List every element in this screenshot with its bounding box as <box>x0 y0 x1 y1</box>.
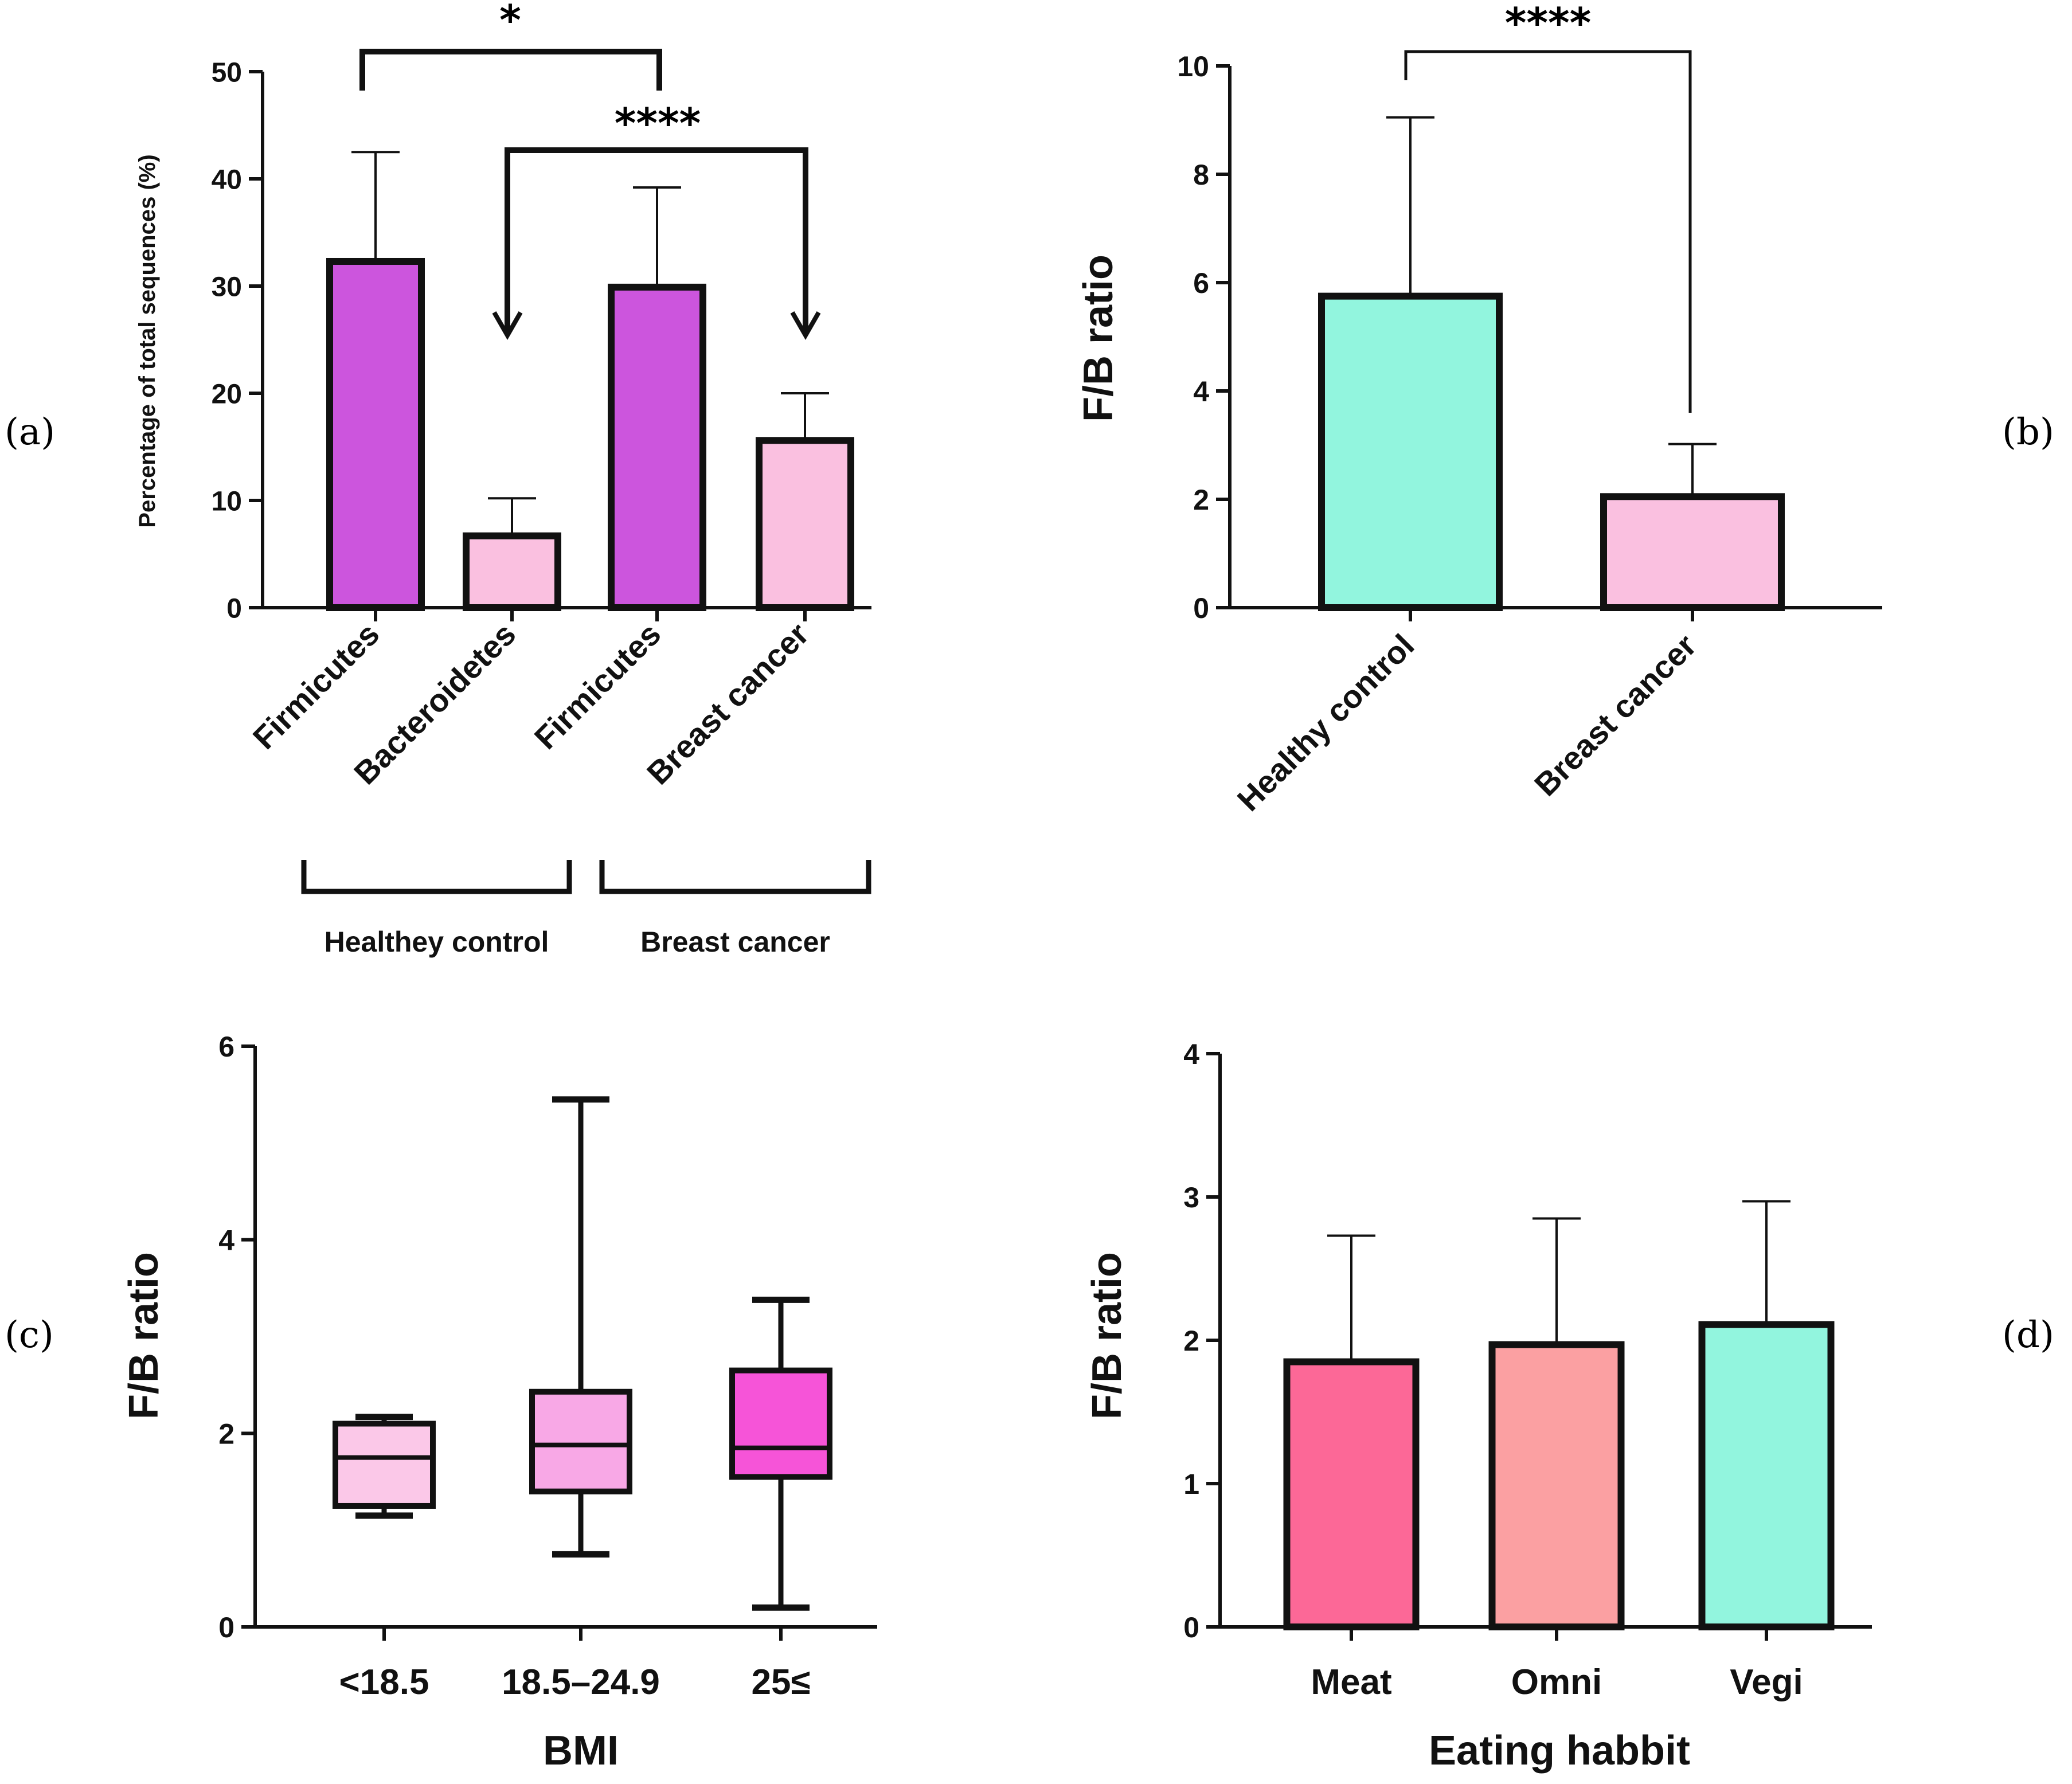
y-tick-label: 30 <box>212 272 242 302</box>
y-tick-label: 50 <box>212 57 242 88</box>
significance-label: **** <box>1505 0 1592 47</box>
chart-a: 0 10 20 30 40 50 Percentage of total sequences… <box>135 0 871 958</box>
chart-d: 0 1 2 3 4 F/B ratio Meat Omni Vegi Eating habbit <box>1084 1038 1872 1774</box>
significance-bracket <box>359 49 662 91</box>
bar-2 <box>608 283 706 611</box>
box-1 <box>529 1388 632 1495</box>
bar-0 <box>1283 1358 1420 1630</box>
y-tick-label: 4 <box>218 1224 234 1257</box>
y-tick-label: 2 <box>218 1418 234 1450</box>
chart-b: 0 2 4 6 8 10 F/B ratio Healthy control Breast ca… <box>1076 0 1882 818</box>
category-label: Vegi <box>1730 1662 1803 1702</box>
y-tick-label: 1 <box>1183 1468 1199 1500</box>
panel-label-b: (b) <box>2002 411 2054 453</box>
y-tick-label: 2 <box>1183 1325 1199 1357</box>
y-axis-title: F/B ratio <box>1084 1252 1130 1419</box>
y-tick-label: 3 <box>1183 1181 1199 1214</box>
y-axis-title: F/B ratio <box>1076 255 1121 422</box>
panel-label-c: (c) <box>5 1314 54 1356</box>
bar-2 <box>1698 1321 1835 1630</box>
category-label: 25≤ <box>752 1662 811 1702</box>
bar-1 <box>1600 493 1785 612</box>
bar-1 <box>463 532 561 612</box>
panel-label-d: (d) <box>2002 1314 2054 1356</box>
bracket-arrow <box>492 311 523 341</box>
y-tick-label: 4 <box>1193 375 1209 408</box>
bar-3 <box>756 437 854 612</box>
box-2 <box>729 1367 832 1480</box>
y-tick-label: 6 <box>218 1031 234 1063</box>
y-tick-label: 10 <box>1177 50 1209 83</box>
y-tick-label: 10 <box>212 486 242 517</box>
category-label: <18.5 <box>339 1662 429 1702</box>
bracket-arrow <box>790 311 821 341</box>
group-bracket <box>599 860 871 894</box>
y-tick-label: 4 <box>1183 1038 1199 1070</box>
x-axis-title: BMI <box>543 1728 619 1774</box>
chart-c: 0 2 4 6 F/B ratio <18.5 18.5–24.9 25≤ BMI <box>121 1031 877 1774</box>
bar-0 <box>1318 292 1503 611</box>
bar-1 <box>1488 1341 1625 1630</box>
bar-0 <box>326 257 425 611</box>
y-tick-label: 0 <box>226 593 242 624</box>
group-label: Breast cancer <box>640 926 830 958</box>
y-axis-title: F/B ratio <box>121 1252 167 1419</box>
significance-bracket <box>1404 50 1692 413</box>
y-tick-label: 8 <box>1193 159 1209 191</box>
category-label: Firmicutes <box>246 616 386 756</box>
y-tick-label: 2 <box>1193 484 1209 516</box>
y-tick-label: 40 <box>212 165 242 195</box>
panel-label-a: (a) <box>5 411 55 453</box>
y-tick-label: 0 <box>1193 592 1209 624</box>
y-tick-label: 6 <box>1193 267 1209 299</box>
y-tick-label: 0 <box>1183 1611 1199 1644</box>
significance-label: **** <box>615 99 701 147</box>
category-label: Omni <box>1511 1662 1602 1702</box>
category-label: Firmicutes <box>527 616 668 756</box>
x-axis-title: Eating habbit <box>1429 1728 1690 1774</box>
group-label: Healthey control <box>325 926 549 958</box>
y-axis-title: Percentage of total sequences (%) <box>135 154 160 527</box>
y-tick-label: 0 <box>218 1611 234 1644</box>
significance-bracket <box>505 147 808 332</box>
category-label: Healthy control <box>1230 627 1421 818</box>
category-label: 18.5–24.9 <box>502 1662 660 1702</box>
y-tick-label: 20 <box>212 379 242 409</box>
significance-label: * <box>499 0 521 44</box>
category-label: Breast cancer <box>1527 627 1703 803</box>
category-label: Meat <box>1311 1662 1391 1702</box>
box-0 <box>333 1421 436 1509</box>
group-bracket <box>301 860 572 894</box>
